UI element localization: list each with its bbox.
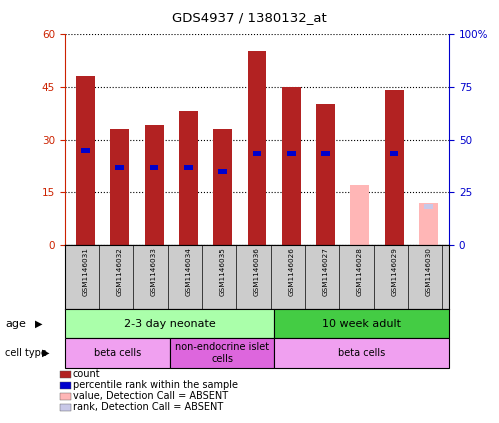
Text: non-endocrine islet
cells: non-endocrine islet cells	[175, 342, 269, 364]
Text: GDS4937 / 1380132_at: GDS4937 / 1380132_at	[172, 11, 327, 24]
Bar	[274, 338, 449, 368]
Text: GSM1146035: GSM1146035	[220, 247, 226, 296]
Bar	[179, 111, 198, 245]
Text: percentile rank within the sample: percentile rank within the sample	[73, 380, 238, 390]
Text: GSM1146028: GSM1146028	[357, 247, 363, 296]
Bar	[274, 309, 449, 338]
Text: value, Detection Call = ABSENT: value, Detection Call = ABSENT	[73, 391, 228, 401]
Bar	[287, 151, 295, 157]
Text: rank, Detection Call = ABSENT: rank, Detection Call = ABSENT	[73, 402, 223, 412]
Text: GSM1146034: GSM1146034	[185, 247, 192, 296]
Text: GSM1146031: GSM1146031	[82, 247, 88, 296]
Bar	[419, 203, 438, 245]
Bar	[145, 126, 164, 245]
Text: GSM1146033: GSM1146033	[151, 247, 157, 296]
Bar	[65, 309, 274, 338]
Text: GSM1146027: GSM1146027	[322, 247, 329, 296]
Bar	[219, 169, 227, 174]
Bar	[81, 148, 90, 153]
Text: beta cells: beta cells	[94, 348, 141, 358]
Text: ▶: ▶	[35, 319, 42, 329]
Bar	[282, 87, 301, 245]
Text: cell type: cell type	[5, 348, 47, 358]
Text: age: age	[5, 319, 26, 329]
Bar	[424, 204, 433, 209]
Text: beta cells: beta cells	[338, 348, 385, 358]
Bar	[321, 151, 330, 157]
Bar	[248, 52, 266, 245]
Bar	[213, 129, 232, 245]
Bar	[252, 151, 261, 157]
Bar	[170, 338, 274, 368]
Text: ▶: ▶	[42, 348, 50, 358]
Bar	[65, 338, 170, 368]
Bar	[385, 90, 404, 245]
Bar	[76, 76, 95, 245]
Text: 2-3 day neonate: 2-3 day neonate	[124, 319, 216, 329]
Text: GSM1146036: GSM1146036	[254, 247, 260, 296]
Bar	[110, 129, 129, 245]
Bar	[350, 185, 369, 245]
Text: GSM1146032: GSM1146032	[117, 247, 123, 296]
Bar	[390, 151, 399, 157]
Text: GSM1146026: GSM1146026	[288, 247, 294, 296]
Bar	[316, 104, 335, 245]
Text: GSM1146030: GSM1146030	[426, 247, 432, 296]
Bar	[115, 165, 124, 170]
Text: GSM1146029: GSM1146029	[391, 247, 397, 296]
Text: 10 week adult: 10 week adult	[322, 319, 401, 329]
Bar	[150, 165, 158, 170]
Text: count: count	[73, 369, 100, 379]
Bar	[184, 165, 193, 170]
